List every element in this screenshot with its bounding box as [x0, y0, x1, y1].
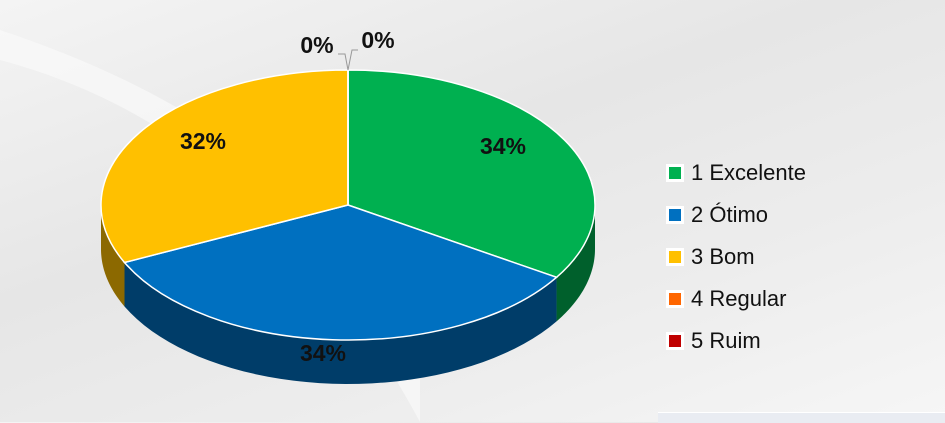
legend-item: 4 Regular — [666, 278, 806, 320]
slice-side-1 — [556, 205, 595, 322]
data-label-4: 0% — [300, 32, 333, 58]
slice-3 — [100, 69, 349, 264]
legend-label: 2 Ótimo — [691, 202, 769, 227]
legend-item: 3 Bom — [666, 236, 806, 278]
slice-2 — [123, 204, 559, 341]
legend-swatch — [666, 290, 684, 308]
data-label-1: 34% — [480, 133, 526, 159]
table-edge — [658, 412, 945, 423]
legend-label: 3 Bom — [691, 244, 755, 269]
legend-item: 5 Ruim — [666, 320, 806, 362]
legend-label: 5 Ruim — [691, 328, 761, 353]
data-label-3: 32% — [180, 128, 226, 154]
legend: 1 Excelente 2 Ótimo 3 Bom 4 Regular 5 Ruim — [666, 152, 806, 362]
data-label-5: 0% — [361, 27, 394, 53]
legend-swatch — [666, 332, 684, 350]
legend-item: 1 Excelente — [666, 152, 806, 194]
legend-swatch — [666, 164, 684, 182]
leader-line — [347, 49, 358, 71]
slice-side-2 — [124, 262, 557, 384]
leader-line — [338, 53, 349, 71]
slice-1 — [347, 69, 596, 279]
slice-side-3 — [101, 205, 125, 307]
legend-label: 4 Regular — [691, 286, 787, 311]
legend-item: 2 Ótimo — [666, 194, 806, 236]
legend-swatch — [666, 248, 684, 266]
legend-label: 1 Excelente — [691, 160, 806, 185]
data-label-2: 34% — [300, 340, 346, 366]
background-swoosh — [0, 30, 420, 422]
legend-swatch — [666, 206, 684, 224]
